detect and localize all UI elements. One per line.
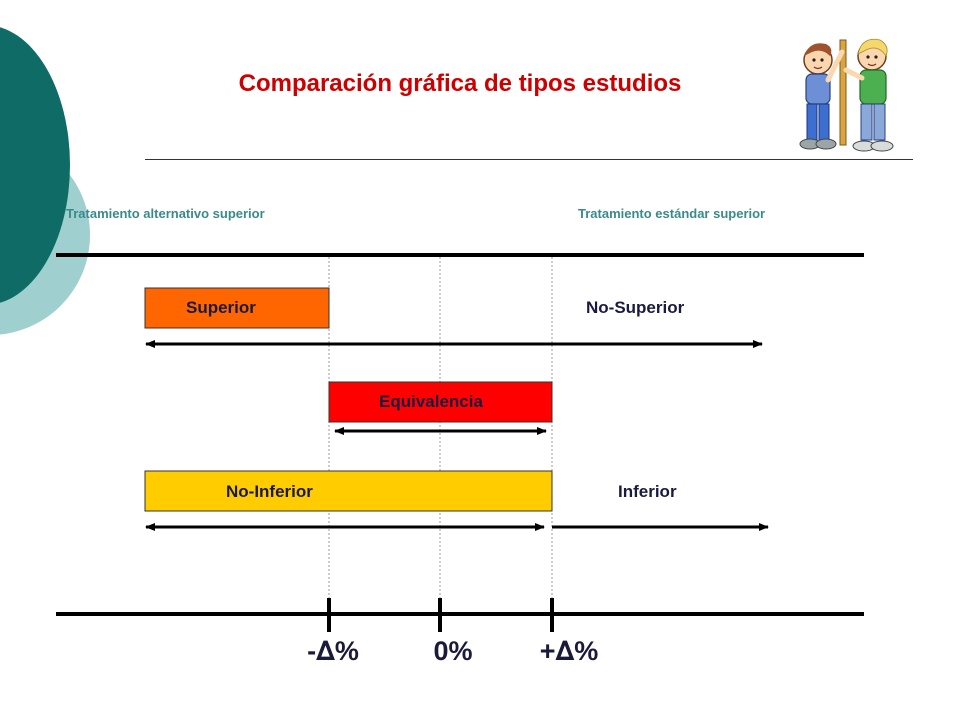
label-alternative-superior: Tratamiento alternativo superior bbox=[66, 206, 265, 221]
page-title: Comparación gráfica de tipos estudios bbox=[238, 70, 682, 97]
no-inferior-label: No-Inferior bbox=[226, 482, 313, 501]
inferior-label: Inferior bbox=[618, 482, 677, 501]
teal-dark-circle bbox=[0, 27, 70, 303]
label-standard-superior: Tratamiento estándar superior bbox=[578, 206, 766, 221]
axis-label-minus-delta: -∆% bbox=[307, 636, 359, 667]
title-underline bbox=[145, 159, 913, 160]
no-superior-label: No-Superior bbox=[586, 298, 685, 317]
axis-label-plus-delta: +∆% bbox=[539, 636, 599, 667]
equivalencia-box bbox=[328, 381, 553, 423]
no-inferior-box bbox=[144, 470, 553, 512]
superior-box bbox=[144, 287, 330, 329]
superior-label: Superior bbox=[186, 298, 256, 317]
equivalencia-label: Equivalencia bbox=[379, 392, 483, 411]
axis-label-zero: 0% bbox=[433, 636, 473, 666]
two-children-measuring-height-icon bbox=[799, 38, 894, 152]
